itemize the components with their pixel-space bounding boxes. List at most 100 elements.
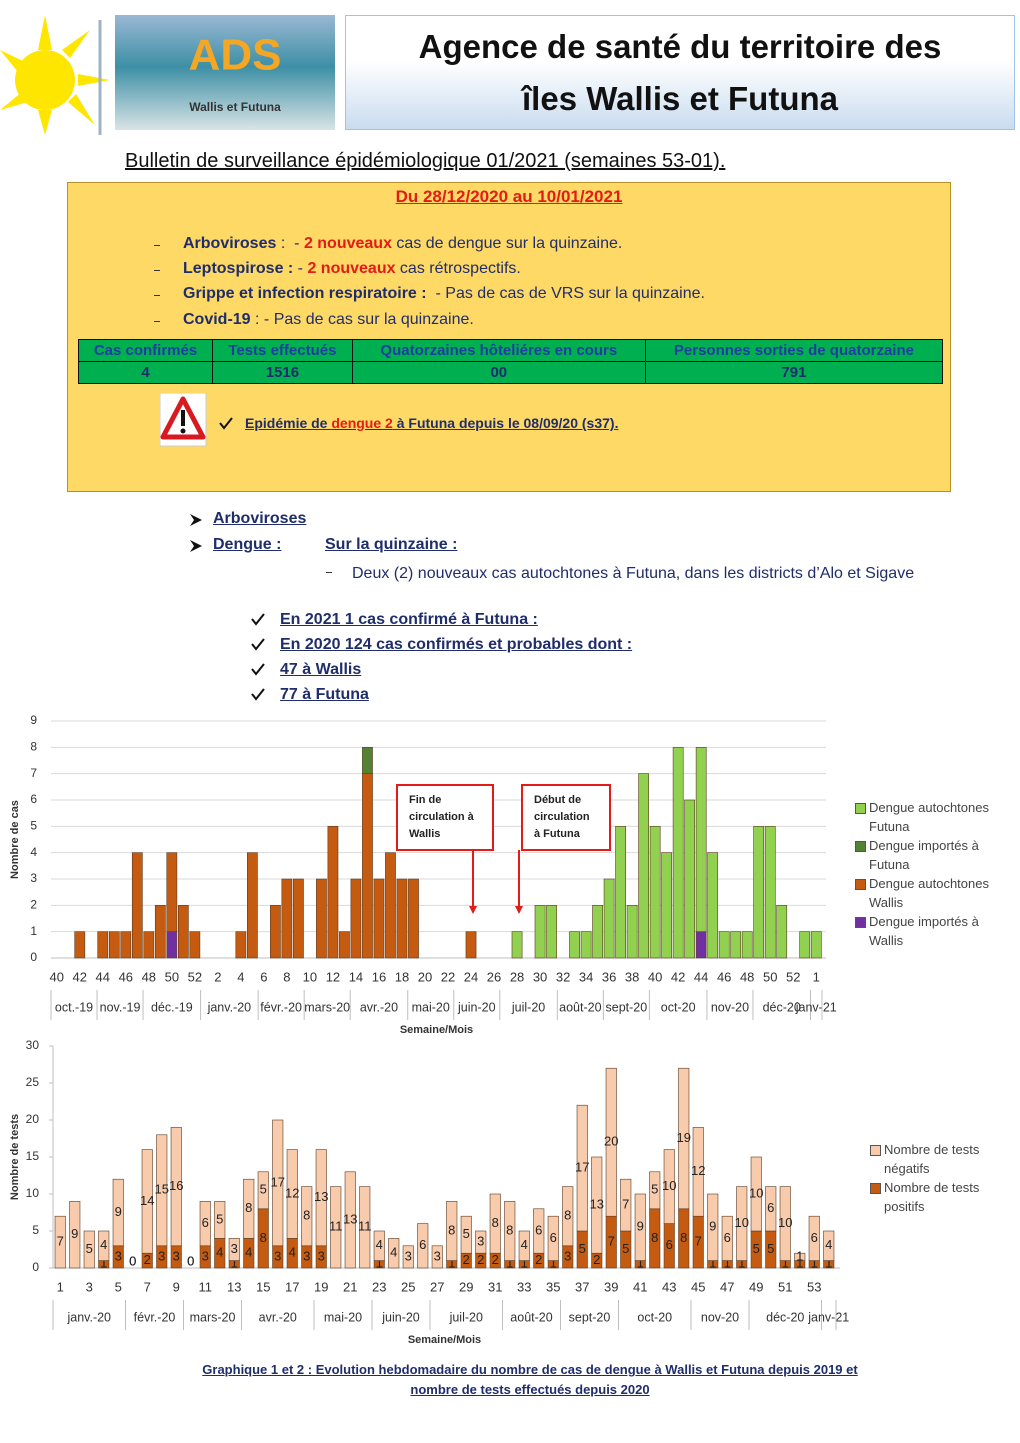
bar-segment (707, 852, 719, 959)
x-tick-label: 43 (662, 1279, 676, 1294)
x-tick-label: 8 (283, 969, 290, 984)
cases-chart: 0 1 2 3 4 5 6 7 8 9 40 42 44 46 48 50 52 2 4 6 8 10 12 14 16 18 20… (0, 710, 1020, 1040)
bar-segment (634, 1193, 646, 1261)
bar-segment (83, 1230, 95, 1269)
bar-segment (247, 852, 258, 959)
legend-label: Dengue autochtones Futuna (869, 800, 989, 834)
bar-segment (199, 1201, 211, 1247)
bar-segment (166, 931, 178, 959)
data-label: 10 (749, 1185, 763, 1200)
legend-item: Dengue importés à Wallis (855, 912, 1012, 950)
data-label: 1 (550, 1256, 557, 1271)
warning-icon (160, 393, 207, 447)
legend-swatch (855, 803, 866, 814)
x-tick-label: 24 (464, 969, 478, 984)
bar-segment (678, 1067, 690, 1210)
data-label: 6 (535, 1222, 542, 1237)
legend-item: Nombre de tests négatifs (870, 1140, 1012, 1178)
x-tick-label: 44 (96, 969, 110, 984)
month-label: févr.-20 (134, 1310, 176, 1324)
month-label: mars-20 (304, 1000, 350, 1014)
data-label: 8 (448, 1222, 455, 1237)
data-label: 1 (506, 1256, 513, 1271)
bar-segment (753, 826, 765, 959)
logo-photo (115, 15, 335, 130)
bar-segment (504, 1201, 516, 1261)
data-label: 8 (651, 1230, 658, 1245)
data-label: 6 (811, 1230, 818, 1245)
bar-segment (339, 931, 350, 959)
x-tick-label: 10 (303, 969, 317, 984)
table-header: Cas confirmés Tests effectués Quatorzain… (77, 339, 944, 362)
dash (154, 270, 160, 271)
bar-segment (489, 1193, 501, 1254)
x-tick-label: 49 (749, 1279, 763, 1294)
data-label: 9 (71, 1226, 78, 1241)
item: Covid-19 : - Pas de cas sur la quinzaine… (183, 311, 474, 329)
annotation-box (521, 784, 611, 851)
data-label: 9 (637, 1219, 644, 1234)
month-label: mai-20 (412, 1000, 450, 1014)
data-label: 5 (216, 1211, 223, 1226)
item-text: - Pas de cas de VRS sur la quinzaine. (426, 285, 705, 302)
bar-segment (402, 1245, 414, 1269)
y-axis-title: Nombre de tests (9, 1114, 21, 1200)
month-label: août-20 (559, 1000, 601, 1014)
x-tick-label: 38 (625, 969, 639, 984)
bar-segment (385, 852, 396, 959)
bar-segment (721, 1215, 733, 1261)
x-tick-label: 23 (372, 1279, 386, 1294)
data-label: 15 (155, 1182, 169, 1197)
data-label: 0 (129, 1253, 136, 1268)
bar-segment (779, 1186, 791, 1261)
legend-item: Nombre de tests positifs (870, 1178, 1012, 1216)
data-label: 3 (274, 1248, 281, 1263)
x-tick-label: 29 (459, 1279, 473, 1294)
y-tick-label: 3 (30, 871, 37, 885)
y-tick-label: 9 (30, 713, 37, 727)
bar-segment (112, 1178, 124, 1247)
chart: 0510152025300001302330341483433000100001… (9, 1038, 849, 1346)
bar-segment (166, 852, 178, 932)
x-tick-label: 14 (349, 969, 363, 984)
x-tick-label: 48 (740, 969, 754, 984)
data-label: 8 (245, 1200, 252, 1215)
data-label: 1 (738, 1256, 745, 1271)
data-label: 8 (564, 1208, 571, 1223)
bar-segment (592, 905, 603, 959)
bar-segment (695, 931, 707, 959)
data-label: 5 (86, 1241, 93, 1256)
data-label: 6 (550, 1230, 557, 1245)
data-label: 1 (825, 1256, 832, 1271)
data-label: 3 (231, 1241, 238, 1256)
bar-segment (649, 1171, 661, 1210)
x-tick-label: 1 (57, 1279, 64, 1294)
bar-segment (591, 1156, 603, 1254)
logo-subtitle: Wallis et Futuna (189, 100, 281, 114)
x-tick-label: 12 (326, 969, 340, 984)
check-icon (251, 638, 265, 651)
check-text: 77 à Futuna (280, 686, 369, 703)
bar-segment (54, 1215, 66, 1269)
bar-segment (228, 1238, 240, 1261)
bar-segment (765, 1186, 777, 1232)
data-label: 4 (245, 1245, 252, 1260)
item-highlight: 2 nouveaux (307, 260, 396, 277)
data-label: 17 (271, 1174, 285, 1189)
bar-segment (243, 1178, 255, 1239)
caption: Graphique 1 et 2 : Evolution hebdomadair… (202, 1362, 858, 1377)
data-label: 1 (376, 1256, 383, 1271)
bar-segment (649, 826, 661, 959)
x-tick-label: 52 (786, 969, 800, 984)
x-tick-label: 15 (256, 1279, 270, 1294)
x-tick-label: 52 (188, 969, 202, 984)
bar-segment (301, 1186, 313, 1247)
x-tick-label: 6 (260, 969, 267, 984)
bar-segment (533, 1208, 545, 1254)
data-label: 7 (57, 1234, 64, 1249)
alert-highlight: dengue 2 (331, 415, 393, 431)
bar-segment (741, 931, 753, 959)
month-label: nov.-19 (100, 1000, 141, 1014)
bar-segment (315, 1149, 327, 1247)
data-label: 8 (492, 1215, 499, 1230)
